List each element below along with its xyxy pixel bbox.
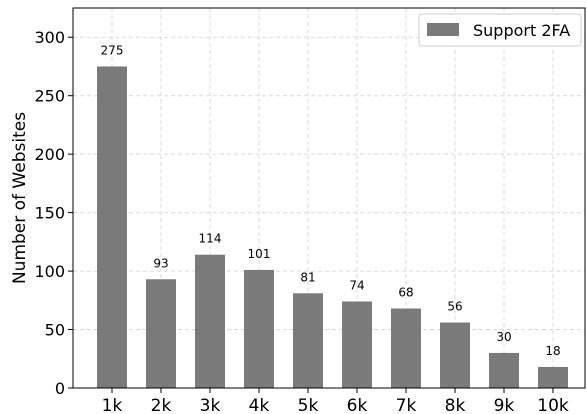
y-tick-label: 150 — [34, 204, 65, 223]
bar-value-label: 101 — [248, 247, 271, 261]
bar-value-label: 30 — [496, 330, 511, 344]
y-tick-label: 100 — [34, 262, 65, 281]
bar — [195, 254, 225, 388]
bar — [342, 301, 372, 388]
bar — [146, 279, 176, 388]
y-axis-label: Number of Websites — [10, 112, 30, 284]
bar-value-label: 74 — [349, 278, 364, 292]
bar — [538, 366, 568, 388]
bars — [97, 66, 568, 388]
bar — [293, 293, 323, 388]
bar — [97, 66, 127, 388]
bar-value-label: 81 — [300, 270, 315, 284]
bar-value-label: 93 — [153, 256, 168, 270]
bar-value-label: 18 — [545, 344, 560, 358]
legend-label: Support 2FA — [473, 21, 570, 40]
x-tick-label: 7k — [396, 396, 417, 414]
legend: Support 2FA — [418, 13, 582, 47]
y-tick-label: 300 — [34, 28, 65, 47]
bar — [244, 269, 274, 388]
x-tick-label: 9k — [494, 396, 515, 414]
legend-swatch — [427, 23, 459, 36]
bar — [391, 308, 421, 388]
x-axis-ticks: 1k 2k 3k 4k 5k 6k 7k 8k 9k 10k — [102, 388, 569, 414]
bar — [440, 322, 470, 388]
x-tick-label: 10k — [537, 396, 569, 414]
x-tick-label: 3k — [200, 396, 221, 414]
x-tick-label: 4k — [249, 396, 270, 414]
y-tick-label: 200 — [34, 145, 65, 164]
bar-value-label: 68 — [398, 285, 413, 299]
grid — [73, 8, 585, 388]
x-tick-label: 6k — [347, 396, 368, 414]
y-tick-label: 50 — [45, 321, 65, 340]
x-tick-label: 1k — [102, 396, 123, 414]
bar-value-label: 56 — [447, 300, 462, 314]
data-labels: 275 93 114 101 81 74 68 56 30 18 — [101, 43, 561, 357]
plot-frame — [72, 7, 586, 389]
bar-value-label: 114 — [199, 232, 222, 246]
y-tick-label: 250 — [34, 87, 65, 106]
y-tick-label: 0 — [55, 379, 65, 398]
y-axis-ticks: 0 50 100 150 200 250 300 — [34, 28, 73, 398]
x-tick-label: 2k — [151, 396, 172, 414]
x-tick-label: 5k — [298, 396, 319, 414]
bar — [489, 352, 519, 388]
legend-frame — [418, 13, 582, 47]
bar-value-label: 275 — [101, 43, 124, 57]
x-tick-label: 8k — [445, 396, 466, 414]
